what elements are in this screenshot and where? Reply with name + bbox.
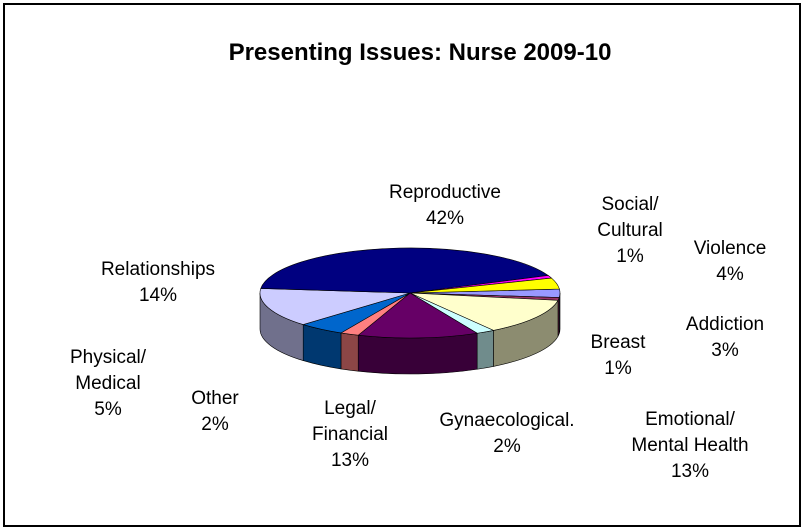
data-label: Social/ Cultural 1% xyxy=(597,192,662,270)
chart-title: Presenting Issues: Nurse 2009-10 xyxy=(229,39,612,66)
value-label: 4% xyxy=(716,264,744,285)
pie-slice xyxy=(259,288,411,325)
pie-side xyxy=(357,332,478,375)
category-label: Violence xyxy=(693,238,767,259)
value-label: 2% xyxy=(493,436,521,457)
data-label: Violence 4% xyxy=(694,236,767,288)
value-label: 5% xyxy=(94,399,122,420)
category-label: Physical/ Medical xyxy=(69,347,147,394)
category-label: Breast xyxy=(590,332,646,353)
value-label: 14% xyxy=(138,285,178,306)
data-label: Emotional/ Mental Health 13% xyxy=(631,407,748,485)
data-label: Breast 1% xyxy=(591,330,646,382)
data-label: Gynaecological. 2% xyxy=(439,408,574,460)
pie-slice xyxy=(409,277,560,294)
value-label: 3% xyxy=(711,340,739,361)
pie-side xyxy=(340,332,359,372)
pie-slice xyxy=(409,292,559,331)
value-label: 42% xyxy=(425,208,465,229)
value-label: 1% xyxy=(616,246,644,267)
category-label: Social/ Cultural xyxy=(597,194,663,241)
data-label: Relationships 14% xyxy=(101,257,215,309)
category-label: Emotional/ Mental Health xyxy=(631,409,749,456)
category-label: Gynaecological. xyxy=(439,410,575,431)
value-label: 13% xyxy=(330,450,370,471)
pie-side xyxy=(476,330,494,370)
data-label: Physical/ Medical 5% xyxy=(70,345,146,423)
pie-slice xyxy=(357,292,479,339)
category-label: Addiction xyxy=(685,314,765,335)
data-label: Addiction 3% xyxy=(686,312,764,364)
category-label: Relationships xyxy=(100,259,216,280)
category-label: Other xyxy=(191,388,239,409)
data-label: Legal/ Financial 13% xyxy=(312,396,388,474)
category-label: Reproductive xyxy=(389,182,501,203)
data-label: Other 2% xyxy=(191,386,239,438)
pie-slice xyxy=(260,247,549,294)
value-label: 13% xyxy=(670,461,710,482)
value-label: 1% xyxy=(604,358,632,379)
data-label: Reproductive 42% xyxy=(389,180,501,232)
value-label: 2% xyxy=(201,414,229,435)
category-label: Legal/ Financial xyxy=(311,398,389,445)
